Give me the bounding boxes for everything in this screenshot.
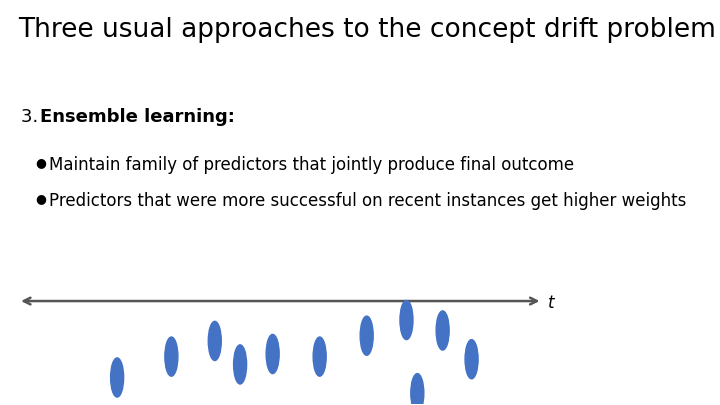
Ellipse shape <box>411 373 424 405</box>
Text: Three usual approaches to the concept drift problem: Three usual approaches to the concept dr… <box>18 17 716 43</box>
Ellipse shape <box>400 301 413 340</box>
Text: 3.: 3. <box>21 108 44 126</box>
Ellipse shape <box>436 311 449 350</box>
Text: Predictors that were more successful on recent instances get higher weights: Predictors that were more successful on … <box>49 192 686 211</box>
Text: t: t <box>548 294 554 312</box>
Text: Maintain family of predictors that jointly produce final outcome: Maintain family of predictors that joint… <box>49 156 574 174</box>
Ellipse shape <box>313 337 326 376</box>
Text: ●: ● <box>35 156 46 169</box>
Text: ●: ● <box>35 192 46 205</box>
Ellipse shape <box>465 340 478 379</box>
Text: Ensemble learning:: Ensemble learning: <box>40 108 235 126</box>
Ellipse shape <box>266 335 279 373</box>
Ellipse shape <box>208 321 221 360</box>
Ellipse shape <box>165 337 178 376</box>
Ellipse shape <box>233 345 247 384</box>
Ellipse shape <box>111 358 124 397</box>
Ellipse shape <box>360 316 373 355</box>
